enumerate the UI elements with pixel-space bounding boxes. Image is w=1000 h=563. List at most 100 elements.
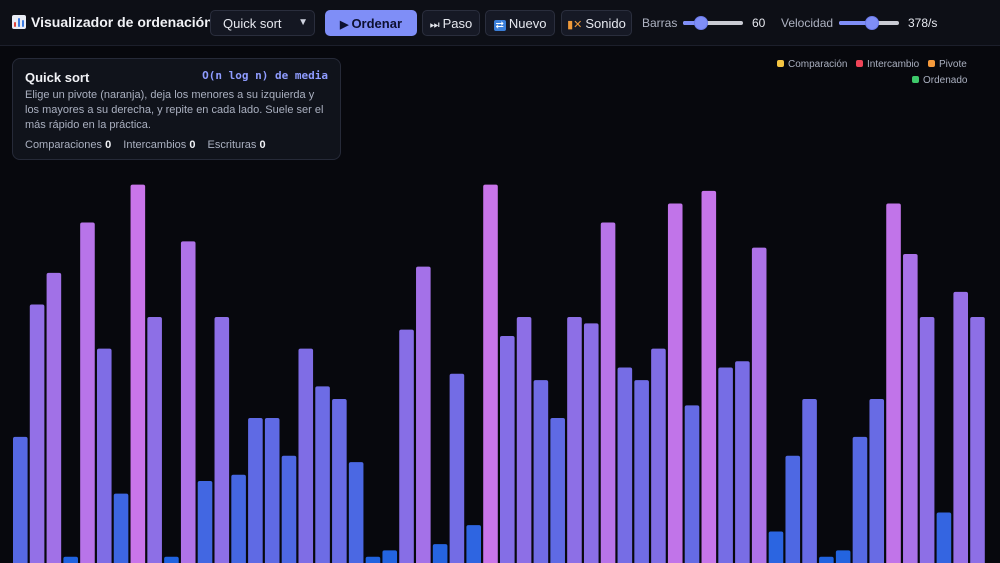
new-button-label: Nuevo [508, 16, 547, 31]
bar [516, 317, 532, 563]
bar [500, 335, 515, 563]
bars-slider-fill [683, 21, 701, 25]
bar [667, 203, 683, 563]
bar [248, 417, 263, 563]
bar [651, 348, 666, 563]
legend-swatch [928, 60, 935, 67]
step-button[interactable]: ⏭ Paso [422, 10, 480, 36]
stat-writes: Escrituras 0 [207, 139, 266, 151]
sound-button[interactable]: ▮✕ Sonido [561, 10, 632, 36]
bar [701, 190, 717, 563]
bar [315, 386, 330, 563]
legend-item-sorted: Ordenado [912, 75, 967, 86]
bar [869, 399, 885, 563]
bar [449, 373, 465, 563]
bar [180, 241, 196, 563]
bar [567, 317, 582, 563]
bar [365, 556, 381, 563]
bar [466, 525, 481, 563]
algorithm-description: Elige un pivote (naranja), deja los meno… [25, 89, 324, 131]
speed-value: 378/s [908, 16, 938, 30]
bar [130, 184, 146, 563]
bar [382, 550, 398, 563]
bar [903, 253, 918, 563]
algorithm-select[interactable]: Quick sort ▼ [210, 10, 315, 36]
bar [348, 462, 364, 563]
speed-label: Velocidad [781, 16, 834, 30]
bar [634, 380, 649, 563]
bar [264, 417, 280, 563]
bar [298, 348, 314, 563]
sort-button[interactable]: ▶ Ordenar [325, 10, 417, 36]
app-title-text: Visualizador de ordenación [31, 14, 213, 30]
legend-item-pivot: Pivote [928, 59, 967, 70]
chevron-down-icon: ▼ [298, 17, 308, 28]
bar [63, 556, 78, 563]
legend-swatch [856, 60, 863, 67]
legend-swatch [777, 60, 784, 67]
bars-value: 60 [752, 16, 766, 30]
algorithm-complexity: O(n log n) de media [202, 69, 328, 82]
bar [886, 203, 901, 563]
bar [970, 317, 985, 563]
speed-slider-thumb[interactable] [865, 16, 879, 30]
algorithm-stats: Comparaciones 0 Intercambios 0 Escritura… [25, 139, 275, 151]
next-track-icon: ⏭ [429, 19, 440, 31]
legend-item-comparison: Comparación [777, 59, 847, 70]
bar [46, 272, 62, 563]
bars-label: Barras [642, 16, 678, 30]
algorithm-info-card: Quick sort O(n log n) de media Elige un … [12, 58, 341, 160]
algorithm-select-value: Quick sort [223, 16, 282, 31]
bar-chart-icon [12, 15, 26, 29]
step-button-label: Paso [442, 16, 473, 31]
bar [13, 436, 28, 563]
bar [80, 222, 95, 563]
toolbar: Visualizador de ordenación Quick sort ▼ … [0, 0, 1000, 46]
bar [718, 367, 733, 563]
bar [281, 455, 297, 563]
bar [785, 455, 801, 563]
bar [113, 493, 129, 563]
bar [953, 291, 968, 563]
bar [583, 323, 599, 563]
sound-button-label: Sonido [585, 16, 626, 31]
legend-item-swap: Intercambio [856, 59, 919, 70]
bar [399, 329, 414, 563]
bar [147, 317, 162, 563]
bar [550, 417, 565, 563]
bar [197, 481, 213, 563]
shuffle-icon: ⇄ [493, 20, 506, 31]
sort-button-label: Ordenar [351, 16, 403, 31]
bar [819, 556, 834, 563]
bar [735, 361, 750, 563]
muted-speaker-icon: ▮✕ [567, 19, 583, 31]
bar [835, 550, 851, 563]
bars-slider[interactable] [683, 16, 743, 30]
bar [96, 348, 112, 563]
speed-slider[interactable] [839, 16, 899, 30]
bar [751, 247, 767, 563]
bar [600, 222, 616, 563]
bar [852, 436, 868, 563]
app-title: Visualizador de ordenación [12, 14, 213, 30]
bars-slider-thumb[interactable] [694, 16, 708, 30]
bar [802, 399, 817, 563]
bar [416, 266, 431, 563]
bar [936, 512, 952, 563]
bar [214, 317, 230, 563]
bar [231, 474, 246, 563]
stat-swaps: Intercambios 0 [123, 139, 196, 151]
bar [432, 544, 448, 563]
bar [332, 399, 347, 563]
legend: Comparación Intercambio Pivote Ordenado [777, 59, 987, 91]
bar [919, 317, 935, 563]
bar [29, 304, 45, 563]
bar [164, 556, 179, 563]
bar [768, 531, 784, 563]
algorithm-info-title: Quick sort [25, 70, 90, 85]
new-button[interactable]: ⇄ Nuevo [485, 10, 555, 36]
bar [617, 367, 633, 563]
stat-comparisons: Comparaciones 0 [25, 139, 112, 151]
bar [483, 184, 498, 563]
